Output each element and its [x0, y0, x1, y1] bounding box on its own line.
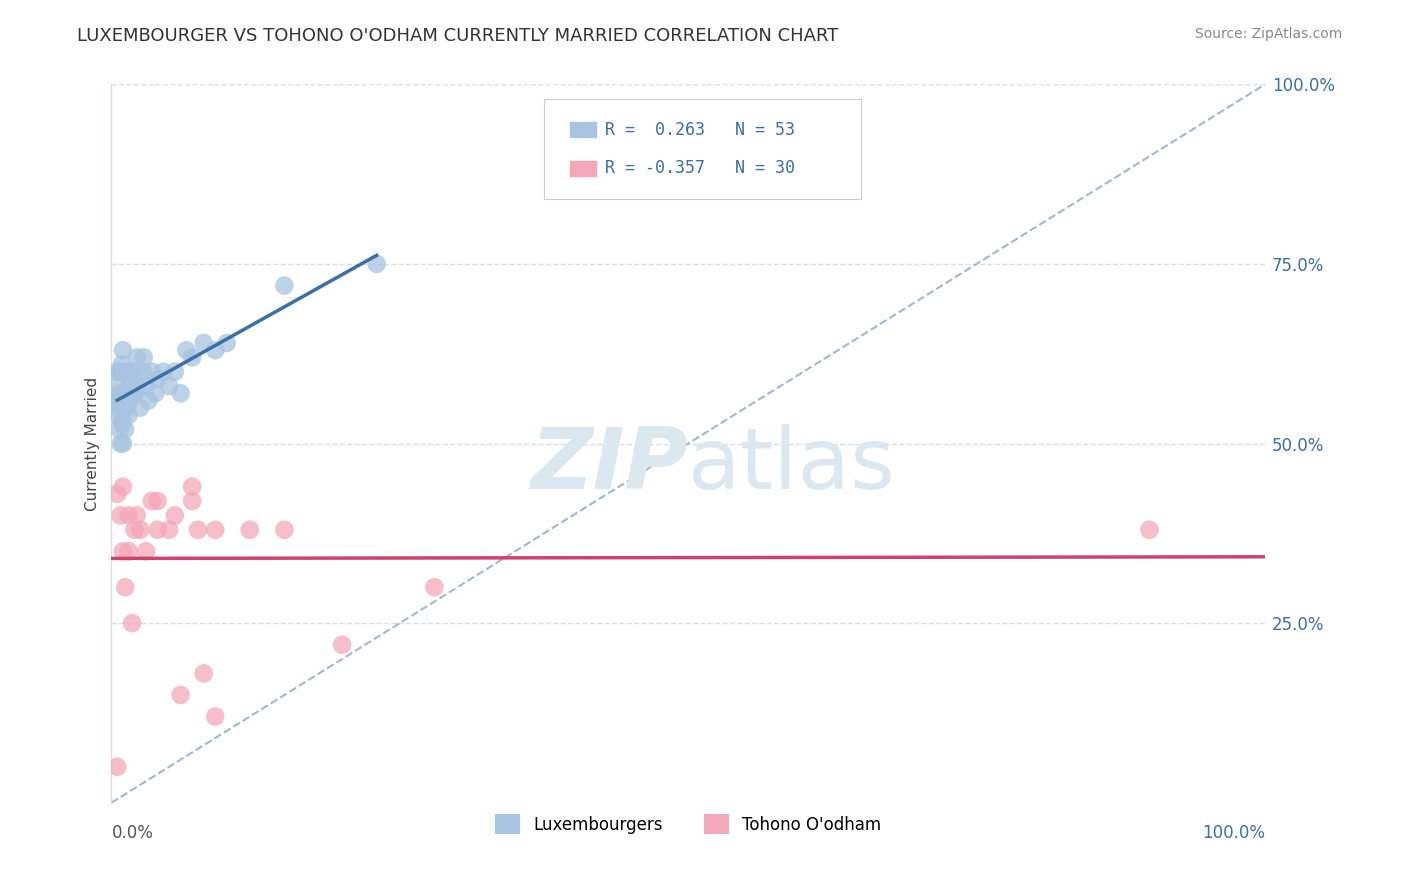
Point [110, 393, 132, 408]
Point [111, 544, 134, 558]
Point [204, 523, 226, 537]
Point [141, 494, 163, 508]
Point [143, 386, 166, 401]
Point [366, 257, 388, 271]
Point [111, 401, 134, 415]
Point [105, 365, 128, 379]
Point [121, 616, 143, 631]
FancyBboxPatch shape [569, 160, 598, 178]
Text: ZIP: ZIP [530, 424, 688, 507]
Text: R =  0.263   N = 53: R = 0.263 N = 53 [605, 120, 794, 138]
Point [111, 386, 134, 401]
Legend: Luxembourgers, Tohono O'odham: Luxembourgers, Tohono O'odham [488, 807, 889, 841]
Point [273, 523, 295, 537]
Point [152, 365, 174, 379]
Point [108, 365, 131, 379]
Text: Source: ZipAtlas.com: Source: ZipAtlas.com [1195, 27, 1343, 41]
Point [124, 523, 146, 537]
Text: 0.0%: 0.0% [111, 824, 153, 842]
Point [239, 523, 262, 537]
Text: R = -0.357   N = 30: R = -0.357 N = 30 [605, 160, 794, 178]
Point [157, 523, 180, 537]
Point [118, 372, 141, 386]
Point [163, 365, 186, 379]
Point [111, 358, 134, 372]
Point [127, 379, 149, 393]
Point [110, 508, 132, 523]
Point [105, 408, 128, 422]
Point [136, 393, 159, 408]
Point [141, 365, 163, 379]
Point [118, 393, 141, 408]
Point [181, 494, 204, 508]
Point [111, 343, 134, 358]
Point [135, 544, 157, 558]
FancyBboxPatch shape [544, 99, 860, 200]
Point [124, 365, 146, 379]
Point [146, 523, 169, 537]
Point [114, 580, 136, 594]
Point [120, 379, 142, 393]
Point [169, 688, 191, 702]
Point [204, 343, 226, 358]
Point [118, 408, 141, 422]
Point [111, 436, 134, 450]
Text: LUXEMBOURGER VS TOHONO O'ODHAM CURRENTLY MARRIED CORRELATION CHART: LUXEMBOURGER VS TOHONO O'ODHAM CURRENTLY… [77, 27, 839, 45]
Point [215, 336, 238, 351]
Point [330, 638, 353, 652]
Point [129, 523, 152, 537]
Point [125, 508, 148, 523]
Point [105, 393, 128, 408]
Point [118, 508, 141, 523]
Point [105, 487, 128, 501]
Text: atlas: atlas [688, 424, 896, 507]
Point [193, 336, 215, 351]
Point [111, 415, 134, 429]
Point [111, 365, 134, 379]
Point [115, 401, 138, 415]
Point [108, 401, 131, 415]
Point [105, 760, 128, 774]
FancyBboxPatch shape [569, 121, 598, 138]
Point [146, 494, 169, 508]
Point [111, 386, 134, 401]
Point [121, 365, 143, 379]
Point [135, 379, 157, 393]
Point [115, 365, 138, 379]
Point [157, 379, 180, 393]
Point [176, 343, 198, 358]
Point [163, 508, 186, 523]
Point [125, 351, 148, 365]
Point [181, 480, 204, 494]
Point [131, 365, 153, 379]
Point [108, 386, 131, 401]
Text: 100.0%: 100.0% [1202, 824, 1265, 842]
Point [187, 523, 209, 537]
Point [1139, 523, 1161, 537]
Point [193, 666, 215, 681]
Point [117, 386, 139, 401]
Point [146, 372, 169, 386]
Y-axis label: Currently Married: Currently Married [86, 376, 100, 510]
Point [273, 278, 295, 293]
Point [423, 580, 446, 594]
Point [204, 709, 226, 723]
Point [169, 386, 191, 401]
Point [111, 480, 134, 494]
Point [114, 422, 136, 436]
Point [132, 351, 155, 365]
Point [118, 544, 141, 558]
Point [110, 436, 132, 450]
Point [124, 386, 146, 401]
Point [114, 386, 136, 401]
Point [111, 415, 134, 429]
Point [108, 422, 131, 436]
Point [105, 379, 128, 393]
Point [181, 351, 204, 365]
Point [122, 386, 145, 401]
Point [129, 401, 152, 415]
